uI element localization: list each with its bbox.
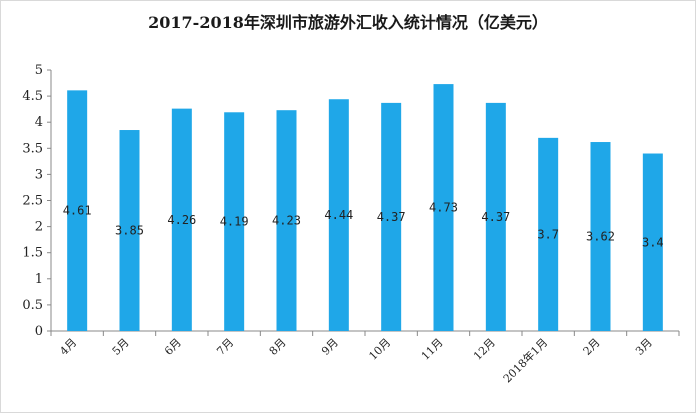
x-tick-label: 5月: [110, 336, 132, 358]
y-tick-label: 1.5: [22, 246, 43, 261]
data-label: 4.73: [429, 201, 458, 215]
data-labels: 4.61 3.85 4.26 4.19 4.23 4.44 4.37 4.73 4.37 3.7 3…: [63, 201, 664, 250]
bar: [590, 142, 611, 331]
bars: [67, 84, 663, 332]
bar: [381, 102, 402, 331]
x-tick-label: 11月: [419, 336, 446, 363]
y-tick-label: 2: [35, 220, 43, 235]
data-label: 4.23: [272, 214, 301, 228]
y-tick-label: 0.5: [22, 298, 43, 313]
bar: [328, 99, 349, 332]
x-tick-label: 9月: [319, 336, 341, 358]
bar: [171, 108, 192, 332]
chart-title: 2017-2018年深圳市旅游外汇收入统计情况（亿美元）: [148, 13, 548, 32]
x-tick-label: 12月: [471, 336, 498, 363]
x-tick-label: 2018年1月: [500, 335, 550, 385]
data-label: 3.7: [537, 227, 559, 241]
bar: [642, 153, 663, 331]
y-tick-label: 4.5: [22, 89, 43, 104]
data-label: 4.37: [481, 210, 510, 224]
y-tick-label: 1: [35, 272, 43, 287]
x-tick-label: 2月: [581, 336, 603, 358]
data-label: 4.44: [324, 208, 353, 222]
x-tick-label: 4月: [57, 336, 79, 358]
y-tick-label: 3.5: [22, 141, 43, 156]
bar: [119, 130, 140, 331]
y-tick-label: 2.5: [22, 194, 43, 209]
y-tick-label: 4: [35, 115, 43, 130]
x-tick-label: 10月: [366, 336, 393, 363]
y-tick-label: 3: [35, 167, 43, 182]
bar: [485, 102, 506, 331]
data-label: 3.85: [115, 224, 144, 238]
data-label: 4.61: [63, 204, 92, 218]
data-label: 3.4: [642, 235, 664, 249]
bar: [67, 90, 88, 331]
data-label: 4.19: [220, 215, 249, 229]
data-label: 4.26: [167, 213, 196, 227]
y-tick-label: 5: [35, 63, 43, 78]
bar: [538, 137, 559, 331]
y-tick-label: 0: [35, 324, 43, 339]
bar: [276, 110, 297, 331]
data-label: 4.37: [377, 210, 406, 224]
x-tick-label: 7月: [214, 336, 236, 358]
x-tick-label: 3月: [633, 336, 655, 358]
x-tick-label: 6月: [162, 336, 184, 358]
x-tick-label: 8月: [267, 336, 289, 358]
bar: [224, 112, 245, 331]
bar: [433, 84, 454, 332]
data-label: 3.62: [586, 230, 615, 244]
